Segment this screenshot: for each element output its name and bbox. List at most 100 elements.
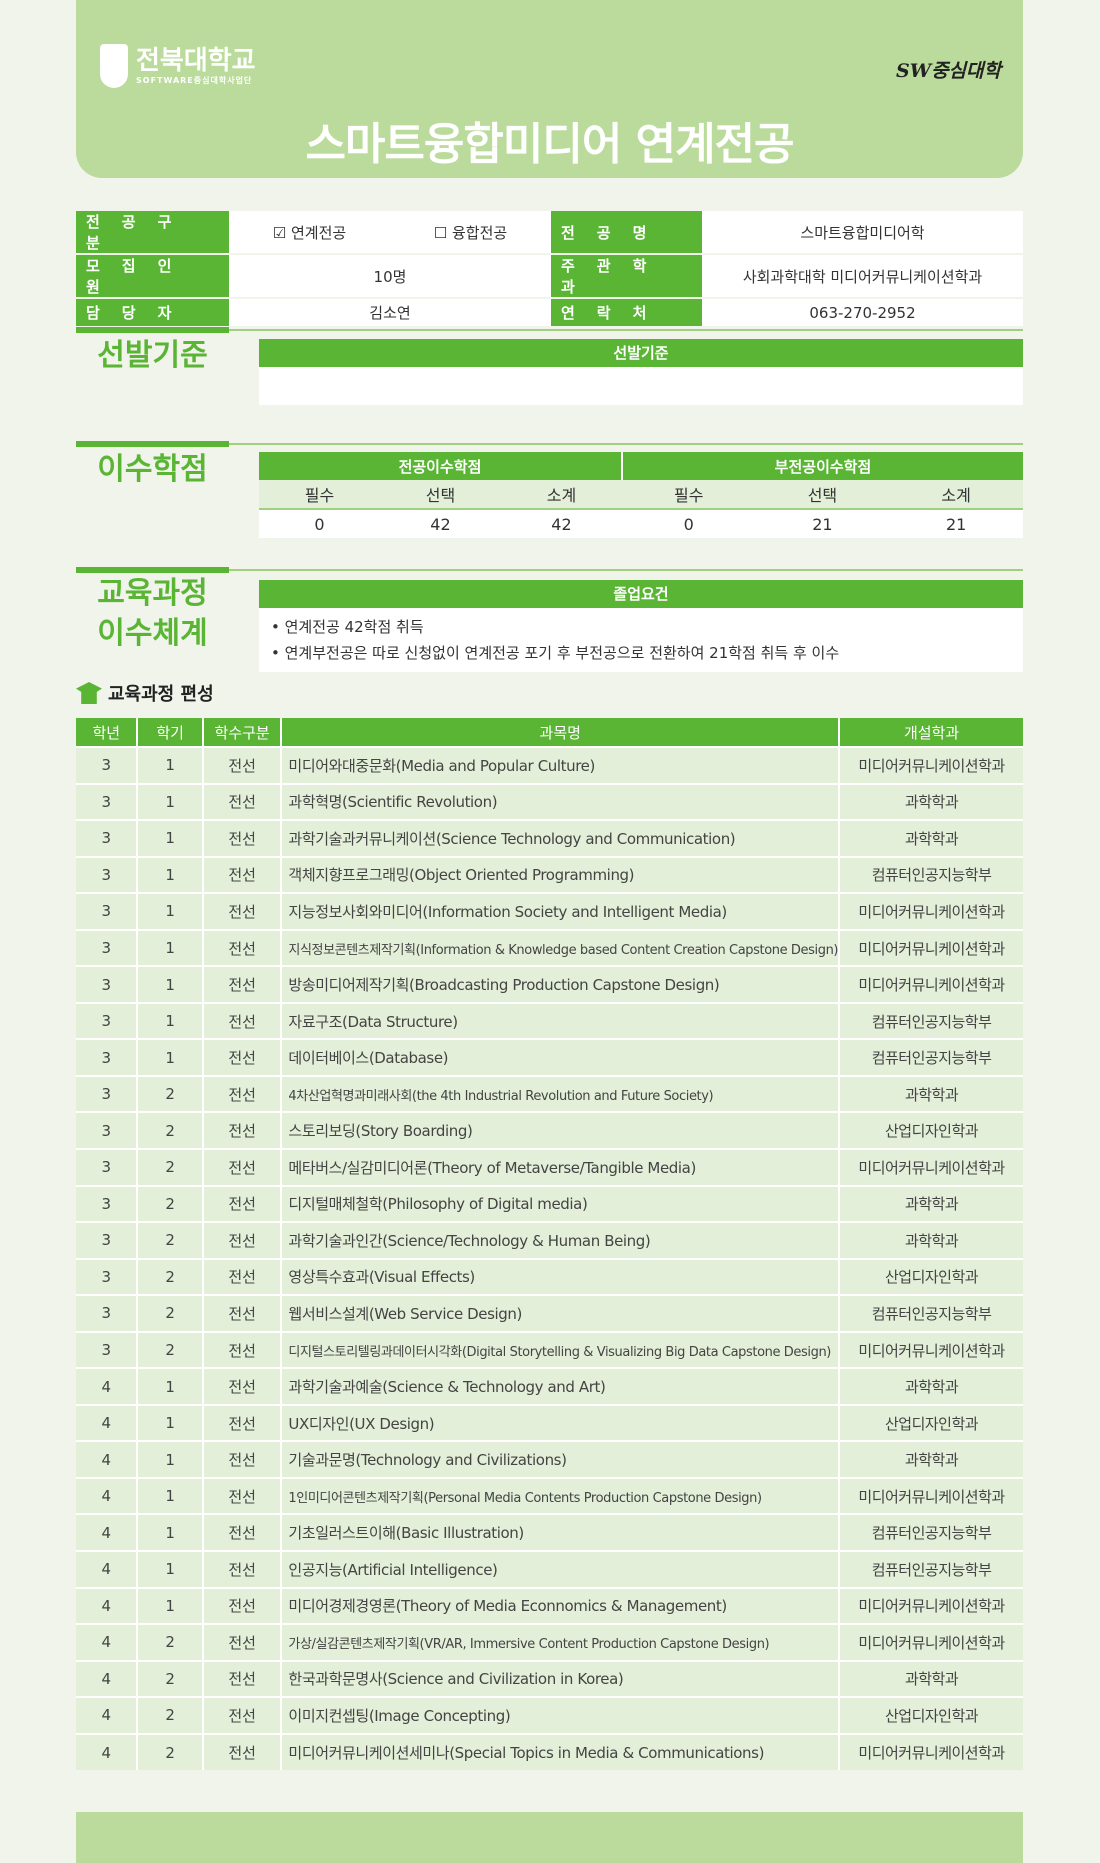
course-name-cell: 지능정보사회와미디어(Information Society and Intel…	[280, 892, 840, 930]
major-label: 전공명	[551, 211, 702, 253]
column-header: 학년	[76, 718, 138, 747]
course-name-cell: 메타버스/실감미디어론(Theory of Metaverse/Tangible…	[280, 1148, 840, 1186]
semester-cell: 2	[136, 1221, 203, 1259]
course-name-cell: 한국과학문명사(Science and Civilization in Kore…	[280, 1659, 840, 1698]
credit-value: 21	[889, 509, 1023, 538]
subheader: 필수	[621, 480, 756, 510]
table-row: 3 2 전선 웹서비스설계(Web Service Design) 컴퓨터인공지능학부	[76, 1294, 1023, 1332]
curriculum-title-line2: 이수체계	[97, 616, 208, 651]
semester-cell: 1	[136, 855, 203, 894]
credits-title: 이수학점	[97, 452, 208, 487]
department-cell: 컴퓨터인공지능학부	[838, 1001, 1023, 1040]
grade-cell: 3	[76, 1148, 138, 1186]
table-row: 4 2 전선 이미지컨셉팅(Image Concepting) 산업디자인학과	[76, 1696, 1023, 1734]
credit-value: 0	[621, 509, 756, 538]
grade-cell: 3	[76, 746, 138, 784]
semester-cell: 1	[136, 892, 203, 930]
table-row: 3 1 전선 객체지향프로그래밍(Object Oriented Programmin…	[76, 855, 1023, 894]
subheader: 선택	[379, 480, 501, 510]
grade-cell: 3	[76, 965, 138, 1003]
course-name-cell: 데이터베이스(Database)	[280, 1038, 840, 1076]
selection-box: 선발기준	[259, 339, 1023, 405]
category-cell: 전선	[201, 1659, 282, 1698]
grade-cell: 3	[76, 1074, 138, 1113]
major-value: 스마트융합미디어학	[702, 211, 1023, 253]
phone-value: 063-270-2952	[702, 299, 1023, 326]
semester-cell: 2	[136, 1294, 203, 1332]
course-name-cell: 과학기술과커뮤니케이션(Science Technology and Commu…	[280, 819, 840, 857]
grade-cell: 3	[76, 1294, 138, 1332]
grade-cell: 3	[76, 1038, 138, 1076]
column-header: 개설학과	[838, 718, 1023, 747]
table-row: 3 1 전선 과학혁명(Scientific Revolution) 과학학과	[76, 782, 1023, 821]
semester-cell: 2	[136, 1257, 203, 1296]
table-row: 3 1 전선 미디어와대중문화(Media and Popular Culture) 미…	[76, 746, 1023, 784]
grade-cell: 3	[76, 819, 138, 857]
department-cell: 과학학과	[838, 1221, 1023, 1259]
info-table: 전공구분 ☑ 연계전공 ☐ 융합전공 전공명 스마트융합미디어학 모집인원 10명…	[76, 209, 1023, 328]
dept-value: 사회과학대학 미디어커뮤니케이션학과	[702, 255, 1023, 297]
course-name-cell: 영상특수효과(Visual Effects)	[280, 1257, 840, 1296]
grade-cell: 3	[76, 928, 138, 967]
semester-cell: 2	[136, 1696, 203, 1734]
option-convergence-major: ☐ 융합전공	[433, 223, 508, 242]
course-name-cell: 과학기술과인간(Science/Technology & Human Being…	[280, 1221, 840, 1259]
category-cell: 전선	[201, 1367, 282, 1405]
footer-band	[76, 1812, 1023, 1863]
selection-header: 선발기준	[259, 339, 1023, 367]
column-header: 학수구분	[201, 718, 282, 747]
grade-cell: 4	[76, 1659, 138, 1698]
graduation-cap-icon	[76, 682, 102, 704]
semester-cell: 2	[136, 1732, 203, 1771]
table-row: 4 1 전선 인공지능(Artificial Intelligence) 컴퓨터인공지능…	[76, 1550, 1023, 1588]
department-cell: 컴퓨터인공지능학부	[838, 1038, 1023, 1076]
category-cell: 전선	[201, 819, 282, 857]
course-name-cell: 객체지향프로그래밍(Object Oriented Programming)	[280, 855, 840, 894]
department-cell: 미디어커뮤니케이션학과	[838, 1148, 1023, 1186]
contact-value: 김소연	[229, 299, 551, 326]
department-cell: 과학학과	[838, 1659, 1023, 1698]
department-cell: 과학학과	[838, 1367, 1023, 1405]
semester-cell: 2	[136, 1148, 203, 1186]
grade-cell: 4	[76, 1440, 138, 1478]
department-cell: 컴퓨터인공지능학부	[838, 1294, 1023, 1332]
semester-cell: 1	[136, 928, 203, 967]
semester-cell: 2	[136, 1074, 203, 1113]
table-row: 3 2 전선 디지털스토리텔링과데이터시각화(Digital Storytelling…	[76, 1330, 1023, 1369]
semester-cell: 1	[136, 1403, 203, 1442]
course-name-cell: 과학혁명(Scientific Revolution)	[280, 782, 840, 821]
table-row: 3 1 전선 과학기술과커뮤니케이션(Science Technology and C…	[76, 819, 1023, 857]
table-row: 4 1 전선 미디어경제경영론(Theory of Media Econnomics …	[76, 1586, 1023, 1625]
subheader: 소계	[889, 480, 1023, 510]
table-row: 4 1 전선 기초일러스트이해(Basic Illustration) 컴퓨터인공지능학…	[76, 1513, 1023, 1552]
university-name: 전북대학교	[136, 45, 256, 76]
course-name-cell: 디지털스토리텔링과데이터시각화(Digital Storytelling & V…	[280, 1330, 840, 1369]
category-cell: 전선	[201, 746, 282, 784]
department-cell: 산업디자인학과	[838, 1257, 1023, 1296]
university-emblem-icon	[100, 44, 128, 88]
course-name-cell: 지식정보콘텐츠제작기획(Information & Knowledge base…	[280, 928, 840, 967]
course-name-cell: 웹서비스설계(Web Service Design)	[280, 1294, 840, 1332]
grade-cell: 3	[76, 1221, 138, 1259]
semester-cell: 1	[136, 1440, 203, 1478]
department-cell: 과학학과	[838, 1184, 1023, 1223]
department-cell: 미디어커뮤니케이션학과	[838, 746, 1023, 784]
courses-title: 교육과정 편성	[108, 684, 214, 705]
page-title: 스마트융합미디어 연계전공	[305, 119, 794, 170]
table-row: 3 1 전선 지능정보사회와미디어(Information Society and I…	[76, 892, 1023, 930]
quota-label: 모집인원	[76, 255, 229, 297]
category-cell: 전선	[201, 1476, 282, 1515]
grade-cell: 3	[76, 855, 138, 894]
department-cell: 컴퓨터인공지능학부	[838, 855, 1023, 894]
category-cell: 전선	[201, 1221, 282, 1259]
university-logo: 전북대학교 SOFTWARE중심대학사업단	[100, 44, 256, 88]
grade-cell: 3	[76, 1111, 138, 1150]
department-cell: 과학학과	[838, 1440, 1023, 1478]
category-cell: 전선	[201, 1330, 282, 1369]
department-cell: 미디어커뮤니케이션학과	[838, 1476, 1023, 1515]
grade-cell: 4	[76, 1550, 138, 1588]
grade-cell: 3	[76, 1184, 138, 1223]
university-sub: SOFTWARE중심대학사업단	[136, 75, 253, 85]
course-name-cell: 가상/실감콘텐츠제작기획(VR/AR, Immersive Content Pr…	[280, 1623, 840, 1661]
semester-cell: 1	[136, 1038, 203, 1076]
